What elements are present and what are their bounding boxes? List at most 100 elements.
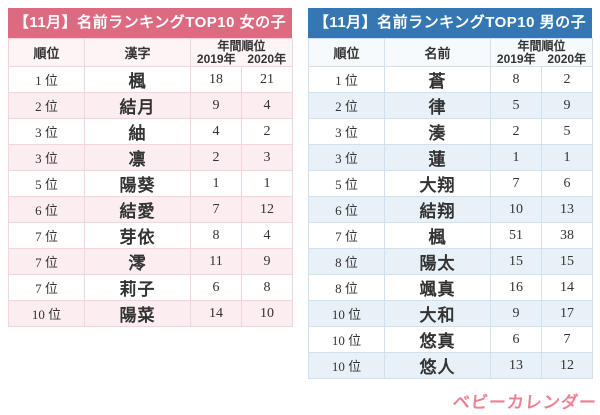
year-2020-cell: 17	[541, 300, 593, 327]
table-row: 10 位悠真 6 7	[308, 326, 593, 353]
table-row: 7 位莉子 6 8	[8, 274, 293, 301]
year-2020-cell: 13	[541, 196, 593, 223]
girls-table: 順位 漢字 年間順位 2019年 2020年 1 位楓 18 21 2 位結月 9 4 3 …	[8, 38, 293, 327]
name-cell: 結月	[84, 92, 191, 119]
rank-cell: 1 位	[308, 66, 385, 93]
rank-cell: 7 位	[8, 274, 85, 301]
year-2019-cell: 7	[190, 196, 242, 223]
rank-cell: 8 位	[308, 274, 385, 301]
name-cell: 悠真	[384, 326, 491, 353]
rank-cell: 7 位	[308, 222, 385, 249]
table-row: 2 位結月 9 4	[8, 92, 293, 119]
year-2019-cell: 13	[490, 352, 542, 379]
year-2020-cell: 1	[241, 170, 293, 197]
table-row: 7 位澪 11 9	[8, 248, 293, 275]
girls-table-title: 【11月】名前ランキングTOP10 女の子	[8, 8, 292, 38]
year-2019-cell: 11	[190, 248, 242, 275]
name-cell: 律	[384, 92, 491, 119]
rank-cell: 3 位	[8, 118, 85, 145]
col-header-annual: 年間順位 2019年 2020年	[490, 38, 593, 67]
name-cell: 結翔	[384, 196, 491, 223]
year-2020-cell: 2	[241, 118, 293, 145]
year-2019-cell: 9	[490, 300, 542, 327]
year-2020-cell: 9	[241, 248, 293, 275]
year-2019-cell: 2	[190, 144, 242, 171]
table-row: 8 位颯真 16 14	[308, 274, 593, 301]
name-cell: 結愛	[84, 196, 191, 223]
year-2019-cell: 1	[190, 170, 242, 197]
name-cell: 陽葵	[84, 170, 191, 197]
col-header-rank: 順位	[308, 38, 385, 67]
year-2019-cell: 18	[190, 66, 242, 93]
table-row: 10 位陽菜 14 10	[8, 300, 293, 327]
table-row: 5 位陽葵 1 1	[8, 170, 293, 197]
col-header-2020: 2020年	[247, 51, 287, 66]
rank-cell: 5 位	[8, 170, 85, 197]
rank-cell: 7 位	[8, 222, 85, 249]
year-2019-cell: 10	[490, 196, 542, 223]
boys-ranking-table: 【11月】名前ランキングTOP10 男の子 順位 名前 年間順位 2019年 2…	[308, 8, 593, 379]
girls-ranking-table: 【11月】名前ランキングTOP10 女の子 順位 漢字 年間順位 2019年 2…	[8, 8, 293, 327]
name-cell: 楓	[84, 66, 191, 93]
rank-cell: 5 位	[308, 170, 385, 197]
year-2019-cell: 6	[490, 326, 542, 353]
name-cell: 颯真	[384, 274, 491, 301]
col-header-2019: 2019年	[196, 51, 236, 66]
table-row: 7 位芽依 8 4	[8, 222, 293, 249]
table-row: 6 位結愛 7 12	[8, 196, 293, 223]
year-2020-cell: 6	[541, 170, 593, 197]
name-cell: 凛	[84, 144, 191, 171]
name-cell: 澪	[84, 248, 191, 275]
year-2020-cell: 4	[241, 92, 293, 119]
boys-table-title: 【11月】名前ランキングTOP10 男の子	[308, 8, 592, 38]
year-2020-cell: 5	[541, 118, 593, 145]
rank-cell: 1 位	[8, 66, 85, 93]
year-2019-cell: 8	[490, 66, 542, 93]
year-2020-cell: 38	[541, 222, 593, 249]
annual-years: 2019年 2020年	[191, 51, 292, 66]
rank-cell: 10 位	[308, 300, 385, 327]
col-header-rank: 順位	[8, 38, 85, 67]
year-2020-cell: 21	[241, 66, 293, 93]
rank-cell: 3 位	[8, 144, 85, 171]
rank-cell: 6 位	[8, 196, 85, 223]
table-row: 10 位大和 9 17	[308, 300, 593, 327]
year-2019-cell: 5	[490, 92, 542, 119]
year-2019-cell: 9	[190, 92, 242, 119]
name-cell: 莉子	[84, 274, 191, 301]
rank-cell: 3 位	[308, 118, 385, 145]
year-2019-cell: 15	[490, 248, 542, 275]
table-row: 10 位悠人 13 12	[308, 352, 593, 379]
name-cell: 陽太	[384, 248, 491, 275]
year-2019-cell: 4	[190, 118, 242, 145]
header-row: 順位 漢字 年間順位 2019年 2020年	[8, 38, 293, 67]
boys-table-header: 順位 名前 年間順位 2019年 2020年	[308, 38, 593, 67]
year-2019-cell: 8	[190, 222, 242, 249]
year-2020-cell: 9	[541, 92, 593, 119]
year-2020-cell: 1	[541, 144, 593, 171]
rank-cell: 10 位	[8, 300, 85, 327]
name-cell: 大和	[384, 300, 491, 327]
table-row: 7 位楓 51 38	[308, 222, 593, 249]
annual-years: 2019年 2020年	[491, 51, 592, 66]
rank-cell: 3 位	[308, 144, 385, 171]
year-2020-cell: 4	[241, 222, 293, 249]
year-2020-cell: 10	[241, 300, 293, 327]
year-2020-cell: 12	[241, 196, 293, 223]
table-row: 5 位大翔 7 6	[308, 170, 593, 197]
year-2019-cell: 16	[490, 274, 542, 301]
header-row: 順位 名前 年間順位 2019年 2020年	[308, 38, 593, 67]
year-2020-cell: 12	[541, 352, 593, 379]
col-header-2019: 2019年	[496, 51, 536, 66]
col-header-annual: 年間順位 2019年 2020年	[190, 38, 293, 67]
rank-cell: 2 位	[8, 92, 85, 119]
